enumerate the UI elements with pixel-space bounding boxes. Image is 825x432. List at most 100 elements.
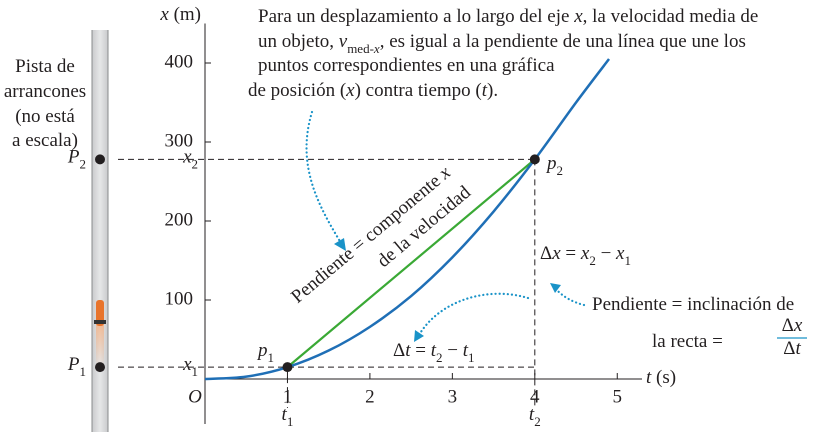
annotation-text: Pista de [15,56,75,77]
text-segment: x [373,41,380,56]
text-segment: t [795,338,801,359]
text-segment: P [67,147,80,168]
text-segment: 1 [192,365,199,380]
track-label: P1 [67,355,86,380]
t-label: t2 [529,404,541,429]
secant-line [286,158,536,368]
text-segment: 2 [534,414,541,429]
text-segment: 1 [468,350,475,365]
text-segment: Δ [782,315,794,336]
text-segment: = [561,243,581,264]
text-segment: med- [347,41,374,56]
text-segment: x [345,80,355,101]
annotation-text: puntos correspondientes en una gráfica [258,55,555,76]
text-segment: ). [487,80,498,101]
y-tick-label: 300 [165,130,194,151]
text-segment: v [339,31,348,52]
text-segment: de posición ( [248,80,346,101]
text-segment: p [256,340,268,361]
text-segment: a escala) [12,130,78,151]
text-segment: ) contra tiempo ( [355,80,482,101]
text-segment: x [551,243,561,264]
text-segment: arrancones [4,81,86,102]
text-segment: (no está [15,106,75,127]
annotation-text: (no está [15,106,75,127]
text-segment: (s) [651,367,676,388]
x-value-label: x1 [182,355,198,380]
text-segment: 2 [589,253,596,268]
track-marker [95,362,105,373]
point-label: p2 [545,153,563,178]
text-segment: , la velocidad media de [583,6,759,27]
text-segment: t [646,367,652,388]
text-segment: 1 [287,414,294,429]
position-curve [204,58,611,381]
drag-strip [91,30,109,432]
x-tick-label: 1 [283,386,293,407]
text-segment: 2 [80,157,87,172]
annotation-text: Para un desplazamiento a lo largo del ej… [258,6,758,27]
text-segment: x [580,243,590,264]
annotation-text: Δt = t2 − t1 [393,340,475,365]
annotation-text: un objeto, vmed-x, es igual a la pendien… [258,31,746,56]
text-segment: Δ [540,243,552,264]
annotation-text: Δx = x2 − x1 [540,243,631,268]
y-tick-label: 200 [165,209,194,230]
text-segment: 2 [192,157,199,172]
track-marker [95,154,105,165]
point-label: p1 [256,340,274,365]
point [529,154,540,165]
text-segment: x [793,315,803,336]
x-axis-label: t (s) [646,367,676,388]
x-tick-label: 5 [613,386,623,407]
text-segment: Pendiente = inclinación de [592,294,794,315]
text-segment: la recta = [652,331,728,352]
text-segment: x [159,4,169,25]
dotted-arrows [305,110,586,337]
text-segment: x [182,355,192,376]
y-tick-label: 100 [165,288,194,309]
t-label: t1 [282,404,294,429]
text-segment: Pista de [15,56,75,77]
text-segment: x [573,6,583,27]
text-segment: puntos correspondientes en una gráfica [258,55,555,76]
text-segment: t [463,340,469,361]
arrowheads [334,238,561,342]
text-segment: Δ [393,340,405,361]
x-tick-label: 2 [365,386,375,407]
text-segment: 2 [557,163,564,178]
y-tick-label: 400 [165,51,194,72]
text-segment: t [431,340,437,361]
text-segment: = [411,340,431,361]
x-tick-label: 3 [448,386,458,407]
annotation-text: Pendiente = inclinación de [592,294,794,315]
point [282,362,293,373]
text-segment: x [182,147,192,168]
annotation-text: la recta = [652,331,728,352]
origin-label: O [188,386,202,407]
text-segment: , es igual a la pendiente de una línea q… [380,31,746,52]
x-tick-label: 4 [530,386,540,407]
text-segment: t [482,80,488,101]
car [96,300,104,326]
x-value-label: x2 [182,147,198,172]
text-segment: 1 [624,253,631,268]
text-segment: Δ [783,338,795,359]
text-segment: − [443,340,463,361]
annotation-text: arrancones [4,81,86,102]
text-segment: P [67,355,80,376]
text-segment: − [596,243,616,264]
text-segment: p [545,153,557,174]
car-wheels [94,320,106,324]
annotation-text: de posición (x) contra tiempo (t). [248,80,498,101]
fraction-numerator: Δx [782,315,803,336]
text-segment: x [615,243,625,264]
fraction-denominator: Δt [783,338,801,359]
text-segment: (m) [169,4,201,25]
text-segment: 1 [268,350,275,365]
text-segment: 1 [80,365,87,380]
text-segment: un objeto, [258,31,339,52]
track-label: P2 [67,147,86,172]
annotation-text: a escala) [12,130,78,151]
